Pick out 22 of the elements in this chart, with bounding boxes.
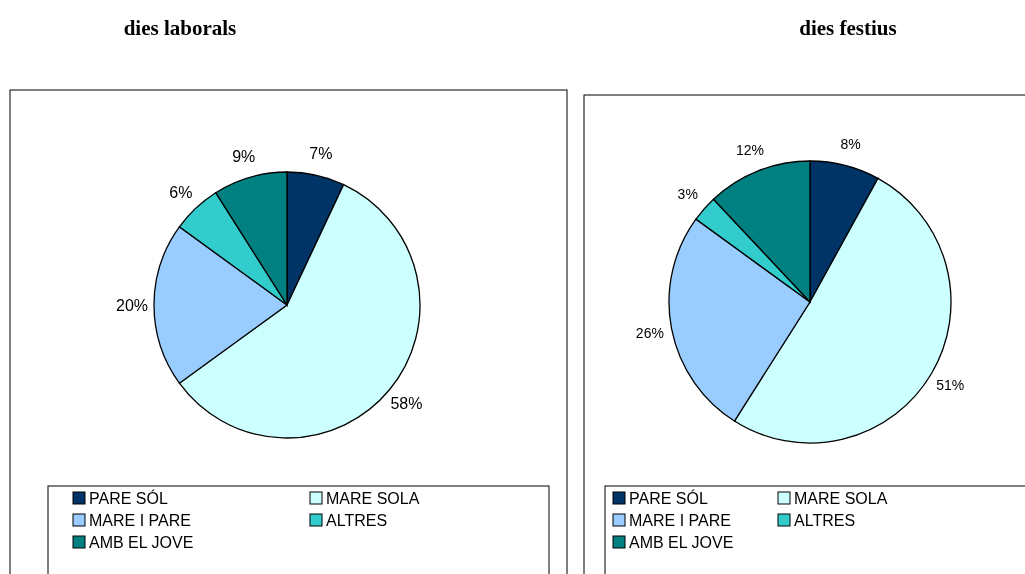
data-label: 26% (635, 324, 664, 341)
data-label: 58% (390, 395, 423, 413)
legend-label: MARE SOLA (794, 489, 888, 507)
legend-label: MARE I PARE (629, 511, 731, 529)
data-label: 9% (232, 147, 256, 165)
legend-label: AMB EL JOVE (629, 533, 734, 551)
chart-title: dies festius (799, 16, 897, 40)
legend-label: PARE SÓL (89, 488, 168, 507)
legend-label: PARE SÓL (629, 488, 708, 507)
data-label: 20% (115, 296, 149, 314)
data-label: 12% (735, 142, 765, 159)
legend-label: AMB EL JOVE (89, 533, 194, 551)
legend-label: ALTRES (326, 511, 388, 529)
data-label: 7% (309, 145, 333, 163)
data-label: 51% (936, 376, 965, 393)
data-label: 3% (677, 186, 698, 203)
legend-label: MARE I PARE (89, 511, 191, 529)
data-label: 6% (169, 183, 193, 201)
data-label: 8% (840, 136, 861, 153)
legend-label: ALTRES (794, 511, 856, 529)
legend-label: MARE SOLA (326, 489, 420, 507)
chart-title: dies laborals (123, 16, 237, 40)
